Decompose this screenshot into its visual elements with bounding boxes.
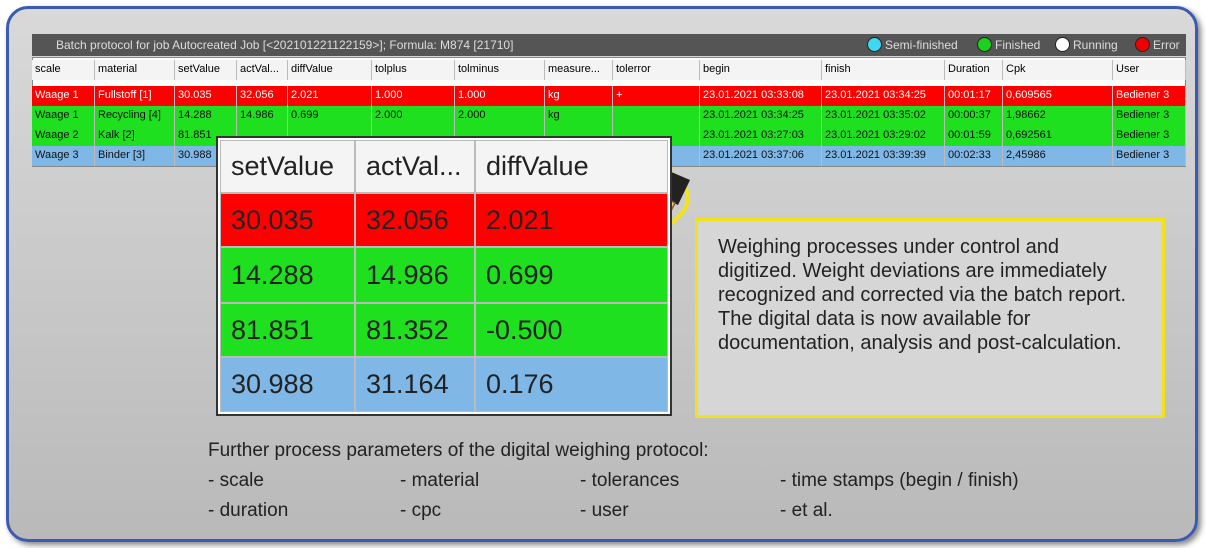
table-cell: Binder [3] xyxy=(95,146,175,166)
table-cell: 23.01.2021 03:39:39 xyxy=(822,146,945,166)
legend-label: Finished xyxy=(995,34,1040,56)
zoom-cell: 14.288 xyxy=(220,247,355,303)
table-cell: Bediener 3 xyxy=(1113,146,1186,166)
column-header: actVal... xyxy=(237,60,288,80)
legend-label: Running xyxy=(1073,34,1118,56)
footer-item: - tolerances xyxy=(580,470,679,492)
table-cell: 1,98662 xyxy=(1003,106,1113,126)
table-cell: 2.000 xyxy=(372,106,455,126)
column-header: Cpk xyxy=(1003,60,1113,80)
column-header: tolplus xyxy=(372,60,455,80)
footer-item: - scale xyxy=(208,470,264,492)
table-cell: Waage 1 xyxy=(32,106,95,126)
zoom-cell: 31.164 xyxy=(355,357,475,412)
zoom-cell: 0.176 xyxy=(475,357,668,412)
column-header: diffValue xyxy=(288,60,372,80)
zoom-cell: 2.021 xyxy=(475,193,668,247)
table-cell: Waage 2 xyxy=(32,126,95,146)
table-cell: 23.01.2021 03:29:02 xyxy=(822,126,945,146)
column-header: tolminus xyxy=(455,60,545,80)
zoom-cell: 81.352 xyxy=(355,303,475,357)
zoom-cell: 81.851 xyxy=(220,303,355,357)
table-cell: kg xyxy=(545,106,613,126)
table-cell: 00:01:17 xyxy=(945,86,1003,106)
column-header: begin xyxy=(700,60,822,80)
footer-item: - user xyxy=(580,500,629,522)
table-cell: 30.035 xyxy=(175,86,237,106)
table-cell: 00:00:37 xyxy=(945,106,1003,126)
column-header: Duration xyxy=(945,60,1003,80)
table-cell: 2.000 xyxy=(455,106,545,126)
table-cell: 23.01.2021 03:34:25 xyxy=(700,106,822,126)
table-cell: Bediener 3 xyxy=(1113,86,1186,106)
table-cell: 2,45986 xyxy=(1003,146,1113,166)
table-cell: 14.288 xyxy=(175,106,237,126)
table-cell: 23.01.2021 03:34:25 xyxy=(822,86,945,106)
table-cell: 14.986 xyxy=(237,106,288,126)
footer-item: - time stamps (begin / finish) xyxy=(780,470,1019,492)
footer-item: - material xyxy=(400,470,479,492)
column-header: tolerror xyxy=(613,60,700,80)
zoom-cell: 30.988 xyxy=(220,357,355,412)
column-header: measure... xyxy=(545,60,613,80)
column-header: finish xyxy=(822,60,945,80)
table-cell: 0.699 xyxy=(288,106,372,126)
table-cell: 2.021 xyxy=(288,86,372,106)
table-cell: 1.000 xyxy=(455,86,545,106)
table-cell: 0,609565 xyxy=(1003,86,1113,106)
table-cell: 00:01:59 xyxy=(945,126,1003,146)
legend-dot xyxy=(1135,37,1150,52)
legend-label: Error xyxy=(1153,34,1180,56)
zoom-cell: 0.699 xyxy=(475,247,668,303)
footer-item: - cpc xyxy=(400,500,441,522)
table-cell: Kalk [2] xyxy=(95,126,175,146)
legend-dot xyxy=(977,37,992,52)
column-header: material xyxy=(95,60,175,80)
legend-label: Semi-finished xyxy=(885,34,958,56)
column-header: scale xyxy=(32,60,95,80)
legend-dot xyxy=(1055,37,1070,52)
table-cell: kg xyxy=(545,86,613,106)
table-cell: 32.056 xyxy=(237,86,288,106)
table-cell: Bediener 3 xyxy=(1113,106,1186,126)
table-cell: Waage 3 xyxy=(32,146,95,166)
zoom-cell: 14.986 xyxy=(355,247,475,303)
table-cell: 23.01.2021 03:33:08 xyxy=(700,86,822,106)
table-cell: Waage 1 xyxy=(32,86,95,106)
screen: Batch protocol for job Autocreated Job [… xyxy=(0,0,1206,548)
table-cell: 23.01.2021 03:35:02 xyxy=(822,106,945,126)
zoom-cell: -0.500 xyxy=(475,303,668,357)
footer-item: - et al. xyxy=(780,500,833,522)
column-header: User xyxy=(1113,60,1186,80)
zoom-cell: 30.035 xyxy=(220,193,355,247)
table-cell: 0,692561 xyxy=(1003,126,1113,146)
table-cell: 23.01.2021 03:37:06 xyxy=(700,146,822,166)
footer-item: - duration xyxy=(208,500,288,522)
zoom-header: diffValue xyxy=(475,140,668,193)
column-header: setValue xyxy=(175,60,237,80)
zoom-header: setValue xyxy=(220,140,355,193)
table-cell: 23.01.2021 03:27:03 xyxy=(700,126,822,146)
legend-dot xyxy=(867,37,882,52)
zoom-cell: 32.056 xyxy=(355,193,475,247)
table-cell xyxy=(613,106,700,126)
table-cell: Recycling [4] xyxy=(95,106,175,126)
table-cell: Fullstoff [1] xyxy=(95,86,175,106)
table-cell: 1.000 xyxy=(372,86,455,106)
table-cell: + xyxy=(613,86,700,106)
table-cell: 00:02:33 xyxy=(945,146,1003,166)
zoom-header: actVal... xyxy=(355,140,475,193)
table-cell: Bediener 3 xyxy=(1113,126,1186,146)
